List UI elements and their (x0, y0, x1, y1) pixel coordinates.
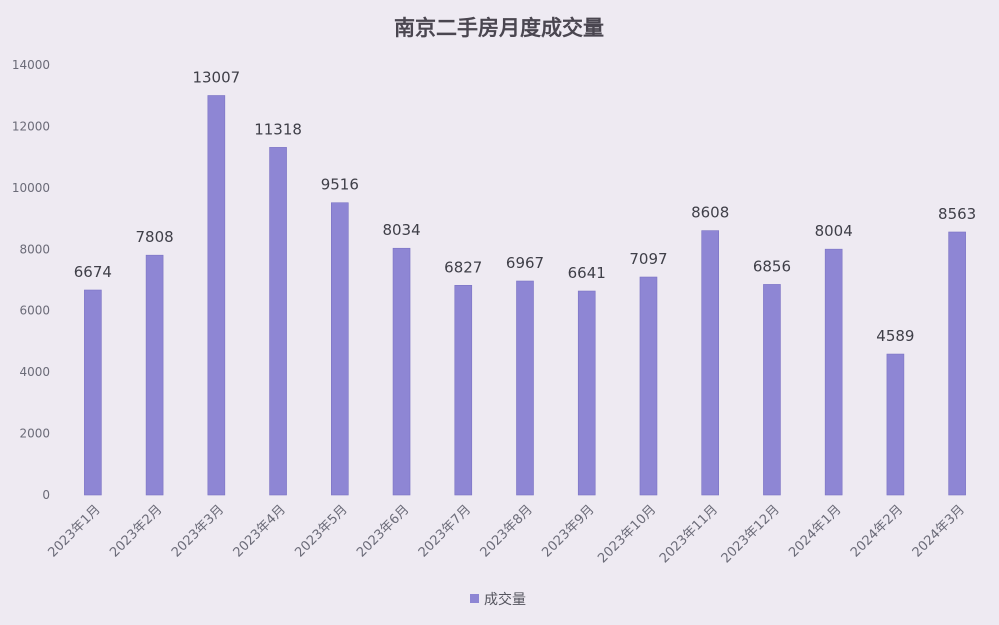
bar (454, 285, 473, 496)
data-labels: 6674 7808 13007 11318 9516 8034 6827 6967 6641 70… (74, 68, 976, 345)
x-tick-label: 2023年12月 (719, 502, 783, 566)
x-tick-label: 2023年9月 (539, 502, 597, 560)
bar (763, 284, 781, 496)
x-tick-label: 2023年1月 (45, 502, 103, 560)
x-tick-label: 2023年7月 (416, 502, 474, 560)
x-tick-label: 2023年11月 (657, 502, 721, 566)
bar (824, 248, 843, 496)
y-tick-label: 2000 (19, 427, 50, 441)
bars (84, 95, 966, 496)
data-label: 7097 (629, 250, 667, 268)
chart-title: 南京二手房月度成交量 (394, 15, 604, 40)
data-label: 7808 (136, 228, 174, 246)
bar (207, 95, 226, 496)
bar (392, 247, 411, 496)
y-tick-label: 8000 (19, 242, 50, 256)
data-label: 11318 (254, 120, 302, 138)
bar (886, 353, 905, 496)
x-tick-label: 2023年4月 (231, 502, 289, 560)
data-label: 6641 (568, 264, 606, 282)
data-label: 4589 (876, 327, 914, 345)
x-tick-label: 2023年6月 (354, 502, 412, 560)
x-tick-label: 2024年2月 (848, 502, 906, 560)
y-tick-label: 0 (42, 488, 50, 502)
x-tick-label: 2023年8月 (478, 502, 536, 560)
data-label: 8004 (815, 222, 853, 240)
bar (84, 289, 102, 496)
legend-label: 成交量 (484, 591, 526, 608)
bar (948, 231, 966, 496)
y-tick-label: 4000 (19, 365, 50, 379)
y-tick-label: 14000 (12, 58, 50, 72)
y-tick-label: 10000 (12, 181, 50, 195)
data-label: 6827 (444, 258, 482, 276)
bar (639, 276, 658, 496)
x-tick-label: 2024年3月 (910, 502, 968, 560)
x-tick-label: 2023年5月 (292, 502, 350, 560)
bar (269, 147, 287, 496)
data-label: 6967 (506, 254, 544, 272)
data-label: 8563 (938, 205, 976, 223)
bar (701, 230, 720, 496)
x-tick-label: 2023年3月 (169, 502, 227, 560)
data-label: 6674 (74, 263, 112, 281)
legend: 成交量 (470, 591, 526, 608)
data-label: 8608 (691, 204, 729, 222)
bar (330, 202, 349, 496)
y-tick-label: 6000 (19, 304, 50, 318)
bar (516, 280, 534, 496)
x-tick-label: 2023年2月 (107, 502, 165, 560)
x-tick-label: 2023年10月 (595, 502, 659, 566)
data-label: 9516 (321, 176, 359, 194)
x-tick-label: 2024年1月 (786, 502, 844, 560)
data-label: 6856 (753, 257, 791, 275)
y-axis: 0 2000 4000 6000 8000 10000 12000 14000 (12, 58, 50, 502)
legend-swatch (470, 594, 479, 603)
bar (577, 290, 596, 496)
bar (145, 254, 164, 496)
y-tick-label: 12000 (12, 119, 50, 133)
data-label: 13007 (192, 68, 240, 86)
data-label: 8034 (382, 221, 420, 239)
x-axis: 2023年1月 2023年2月 2023年3月 2023年4月 2023年5月 2023年… (45, 502, 968, 566)
